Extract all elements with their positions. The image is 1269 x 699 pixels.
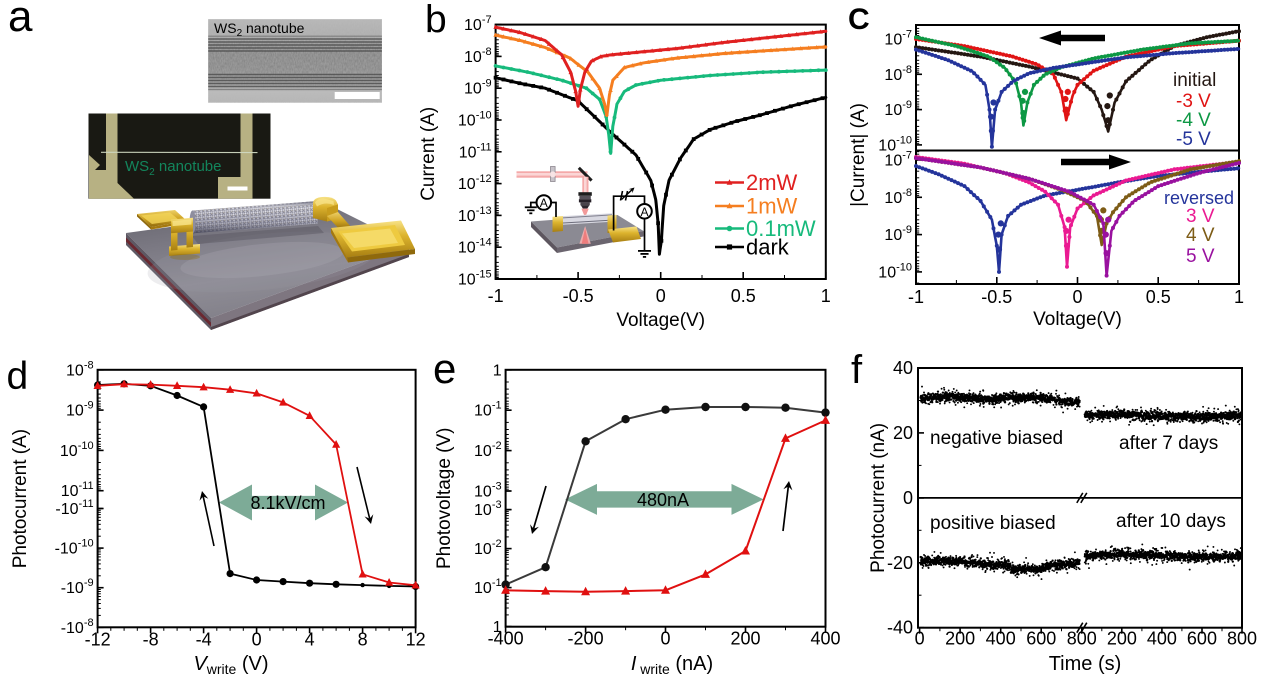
svg-text:a: a bbox=[8, 0, 33, 41]
svg-text:40: 40 bbox=[893, 358, 913, 378]
svg-text:400: 400 bbox=[986, 629, 1016, 649]
svg-text:initial: initial bbox=[1173, 70, 1216, 91]
svg-text:Photocurrent (A): Photocurrent (A) bbox=[10, 429, 31, 568]
svg-text:d: d bbox=[7, 355, 29, 398]
svg-text:1: 1 bbox=[1234, 287, 1244, 307]
svg-text:-400: -400 bbox=[488, 629, 524, 649]
svg-text:Voltage(V): Voltage(V) bbox=[616, 310, 705, 331]
svg-text:A: A bbox=[640, 205, 648, 219]
svg-text:-3 V: -3 V bbox=[1176, 91, 1211, 112]
svg-text:f: f bbox=[851, 348, 863, 392]
svg-text:-4: -4 bbox=[196, 629, 212, 649]
svg-text:Current (A): Current (A) bbox=[418, 107, 439, 201]
svg-text:0: 0 bbox=[903, 488, 913, 508]
svg-text:0: 0 bbox=[252, 629, 262, 649]
svg-text:1: 1 bbox=[821, 286, 831, 306]
svg-text:0: 0 bbox=[1072, 287, 1082, 307]
svg-text:0: 0 bbox=[656, 286, 666, 306]
svg-text:200: 200 bbox=[1107, 629, 1137, 649]
svg-text:1mW: 1mW bbox=[746, 194, 798, 219]
svg-text:0.5: 0.5 bbox=[1146, 287, 1171, 307]
svg-text:A: A bbox=[540, 196, 548, 210]
svg-text:0.5: 0.5 bbox=[731, 286, 756, 306]
svg-text:Photocurrent (nA): Photocurrent (nA) bbox=[868, 423, 889, 573]
svg-text:C: C bbox=[848, 3, 870, 36]
svg-text:Time (s): Time (s) bbox=[1049, 653, 1122, 675]
svg-text:3 V: 3 V bbox=[1186, 206, 1215, 227]
svg-text:800: 800 bbox=[1227, 629, 1257, 649]
svg-text:800: 800 bbox=[1067, 629, 1097, 649]
svg-text:-12: -12 bbox=[85, 629, 111, 649]
svg-text:2mW: 2mW bbox=[746, 170, 798, 195]
svg-text:-8: -8 bbox=[143, 629, 159, 649]
svg-text:e: e bbox=[433, 345, 456, 392]
svg-text:600: 600 bbox=[1026, 629, 1056, 649]
svg-text:200: 200 bbox=[731, 629, 761, 649]
svg-text:480nA: 480nA bbox=[637, 490, 689, 510]
svg-text:4: 4 bbox=[305, 629, 315, 649]
svg-text:600: 600 bbox=[1187, 629, 1217, 649]
svg-text:20: 20 bbox=[893, 423, 913, 443]
svg-text:-40: -40 bbox=[887, 618, 913, 638]
svg-text:200: 200 bbox=[945, 629, 975, 649]
svg-text:Voltage(V): Voltage(V) bbox=[1033, 309, 1122, 330]
svg-text:-5 V: -5 V bbox=[1176, 129, 1211, 150]
svg-text:-1: -1 bbox=[908, 287, 924, 307]
svg-text:Photovoltage (V): Photovoltage (V) bbox=[434, 427, 455, 569]
svg-text:-0.5: -0.5 bbox=[563, 286, 594, 306]
svg-text:-20: -20 bbox=[887, 553, 913, 573]
svg-text:12: 12 bbox=[406, 629, 426, 649]
svg-text:5 V: 5 V bbox=[1186, 246, 1215, 267]
svg-text:-0.5: -0.5 bbox=[981, 287, 1012, 307]
svg-text:8: 8 bbox=[358, 629, 368, 649]
svg-text:8.1kV/cm: 8.1kV/cm bbox=[250, 493, 325, 513]
svg-text:400: 400 bbox=[810, 629, 840, 649]
svg-text:-1: -1 bbox=[488, 286, 504, 306]
svg-text:1: 1 bbox=[493, 362, 502, 379]
svg-text:dark: dark bbox=[746, 235, 790, 260]
svg-text:-4 V: -4 V bbox=[1176, 110, 1211, 131]
svg-text:0: 0 bbox=[661, 629, 671, 649]
svg-text:4 V: 4 V bbox=[1186, 225, 1215, 246]
svg-text:-200: -200 bbox=[568, 629, 604, 649]
svg-text:b: b bbox=[425, 0, 447, 42]
svg-text:400: 400 bbox=[1147, 629, 1177, 649]
svg-text:0: 0 bbox=[915, 629, 925, 649]
svg-text:|Current| (A): |Current| (A) bbox=[848, 103, 869, 207]
svg-text:reversed: reversed bbox=[1164, 188, 1234, 208]
